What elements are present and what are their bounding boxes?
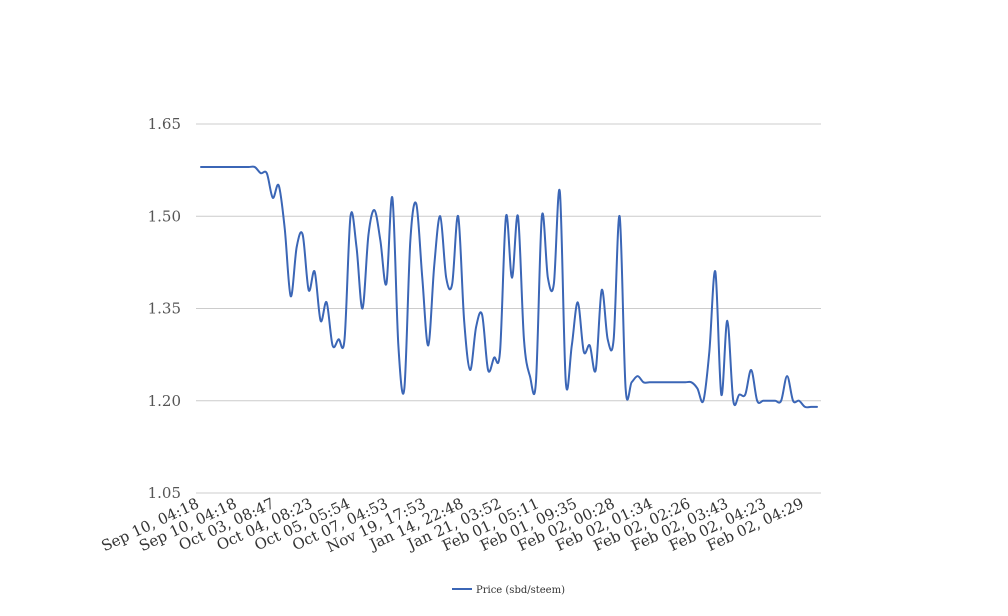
y-tick-label: 1.65 xyxy=(148,115,181,133)
y-tick-label: 1.20 xyxy=(148,392,181,410)
y-axis-ticks: 1.65 1.50 1.35 1.20 1.05 xyxy=(148,115,181,502)
series-layer xyxy=(200,165,818,409)
y-tick-label: 1.50 xyxy=(148,207,181,225)
series-line-price[interactable] xyxy=(200,165,818,409)
y-tick-label: 1.35 xyxy=(148,300,181,318)
y-tick-label: 1.05 xyxy=(148,484,181,502)
legend-label: Price (sbd/steem) xyxy=(476,585,565,596)
gridlines xyxy=(196,123,821,494)
legend[interactable]: Price (sbd/steem) xyxy=(452,585,565,596)
